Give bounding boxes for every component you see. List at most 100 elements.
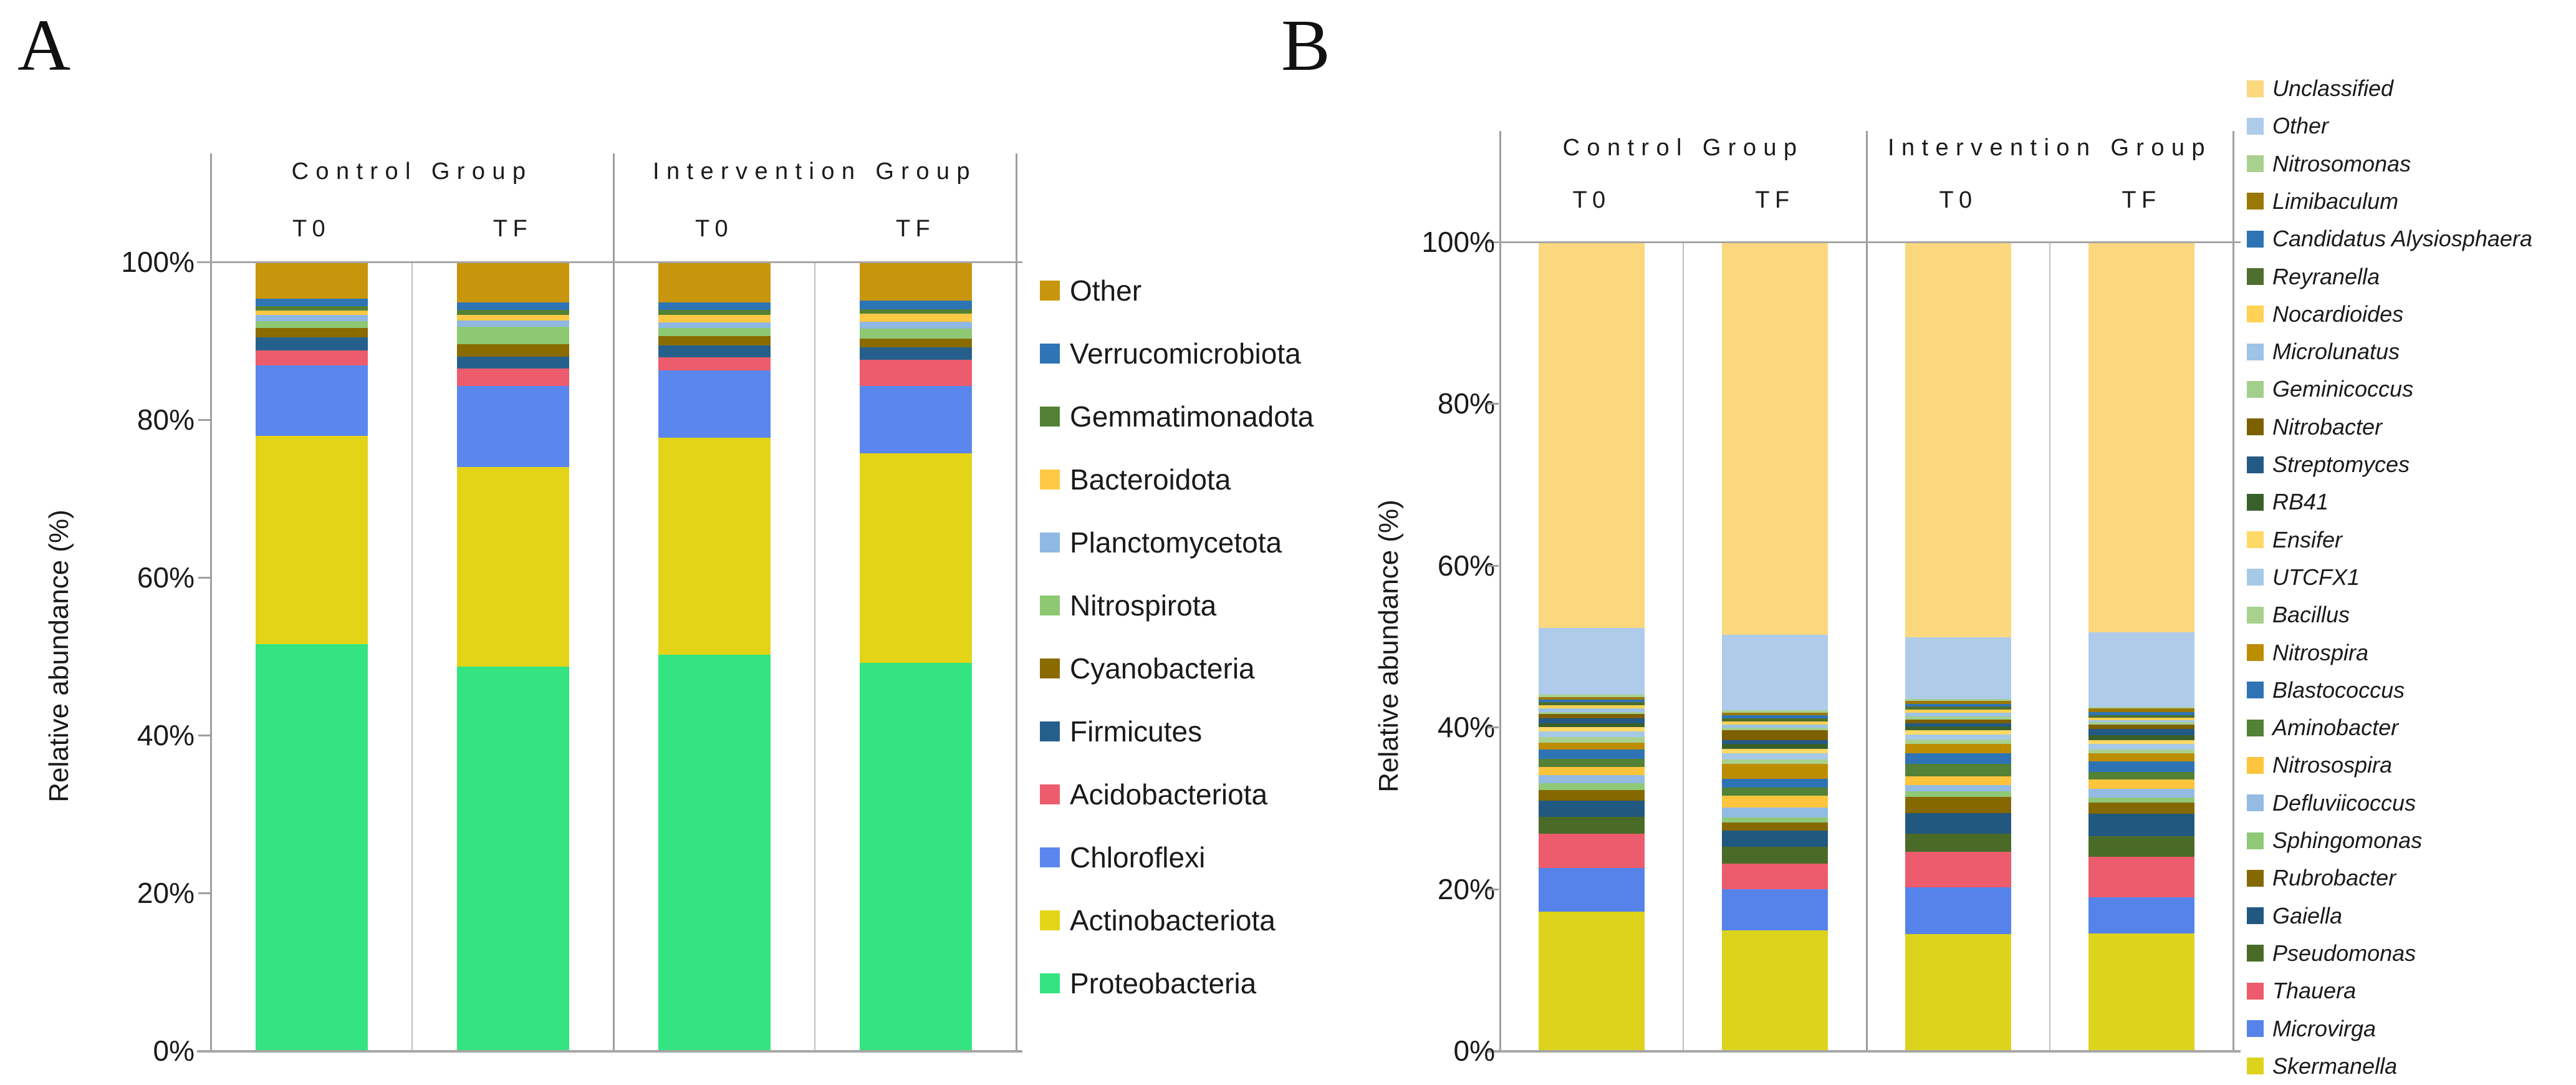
bar-segment-nitrosomonas <box>1905 699 2011 701</box>
bar-segment-nitrosomonas <box>2088 706 2194 709</box>
bar-segment-microvirga <box>1905 887 2011 935</box>
bar-control-t0 <box>255 262 368 1051</box>
bar-segment-chloroflexi <box>255 365 368 436</box>
bar-segment-thauera <box>1722 864 1828 889</box>
bar-segment-rb41 <box>1905 726 2011 730</box>
bar-segment-reyranella <box>1722 718 1828 722</box>
bar-segment-gaiella <box>1539 801 1645 817</box>
cell-divider-line <box>814 262 815 1051</box>
bar-segment-other <box>1905 637 2011 700</box>
y-tick-label-60: 60% <box>137 561 195 594</box>
bar-segment-actinobacteriota <box>859 453 972 663</box>
bar-segment-actinobacteriota <box>456 466 569 667</box>
bar-segment-nitrospira <box>1722 763 1828 779</box>
bar-segment-bacillus <box>2088 750 2194 753</box>
bar-segment-blastococcus <box>1722 779 1828 788</box>
bar-segment-blastococcus <box>1539 750 1645 759</box>
bar-segment-proteobacteria <box>859 662 972 1051</box>
bar-segment-nocardioides <box>1722 721 1828 725</box>
bar-segment-firmicutes <box>255 337 368 350</box>
bar-segment-firmicutes <box>859 347 972 360</box>
bar-label-control-tf: TF <box>493 216 533 242</box>
bar-segment-limibaculum <box>2088 708 2194 712</box>
bar-segment-bacteroidota <box>456 314 569 321</box>
bar-segment-bacillus <box>1905 740 2011 744</box>
bar-segment-rubrobacter <box>1722 822 1828 831</box>
bar-segment-thauera <box>2088 856 2194 897</box>
bar-segment-aminobacter <box>1539 758 1645 767</box>
bar-segment-thauera <box>1539 834 1645 868</box>
bar-segment-gemmatimonadota <box>255 306 368 311</box>
bar-segment-actinobacteriota <box>658 438 771 655</box>
bar-segment-nitrospira <box>1905 743 2011 754</box>
bar-label-control-t0: T0 <box>1572 187 1611 213</box>
x-axis-baseline <box>1486 1050 2241 1053</box>
bar-segment-skermanella <box>2088 933 2194 1051</box>
y-axis-line <box>1499 131 1501 1051</box>
bar-segment-geminicoccus <box>1539 711 1645 715</box>
bar-segment-cyanobacteria <box>658 335 771 346</box>
cell-divider-line <box>2049 242 2050 1051</box>
y-axis-line <box>210 153 212 1051</box>
y-tick-mark <box>1487 888 1499 890</box>
bar-segment-rb41 <box>1539 723 1645 728</box>
y-tick-label-80: 80% <box>137 403 195 436</box>
bar-segment-blastococcus <box>2088 761 2194 772</box>
bar-segment-microlunatus <box>1539 708 1645 712</box>
bar-segment-chloroflexi <box>859 385 972 454</box>
bar-segment-gemmatimonadota <box>658 310 771 315</box>
bar-segment-rb41 <box>1722 744 1828 750</box>
bar-segment-proteobacteria <box>255 644 368 1051</box>
bar-segment-other <box>255 262 368 299</box>
group-header-intervention-group: Intervention Group <box>653 158 977 185</box>
bar-segment-cyanobacteria <box>456 344 569 357</box>
cell-divider-line <box>1683 242 1684 1051</box>
bar-segment-planctomycetota <box>255 314 368 321</box>
bar-segment-aminobacter <box>1722 788 1828 796</box>
bar-segment-bacteroidota <box>859 314 972 322</box>
bar-segment-acidobacteriota <box>658 357 771 371</box>
bar-control-t0 <box>1539 242 1645 1051</box>
bar-segment-ensifer <box>1905 730 2011 735</box>
bar-segment-verrucomicrobiota <box>255 299 368 306</box>
bar-label-intervention-t0: T0 <box>694 216 734 242</box>
bar-segment-proteobacteria <box>456 666 569 1051</box>
bar-segment-streptomyces <box>1722 740 1828 745</box>
bar-segment-nitrospirota <box>658 328 771 336</box>
y-tick-mark <box>198 577 210 579</box>
bar-segment-cyanobacteria <box>255 328 368 338</box>
bar-segment-nitrobacter <box>1722 730 1828 740</box>
bar-segment-gaiella <box>1905 813 2011 834</box>
bar-segment-utcfx1 <box>1905 735 2011 740</box>
bar-segment-verrucomicrobiota <box>859 300 972 309</box>
cell-divider-line <box>411 262 413 1051</box>
bar-segment-nocardioides <box>1905 710 2011 713</box>
bar-label-control-tf: TF <box>1755 187 1795 213</box>
plot-right-border <box>2232 131 2234 1051</box>
y-tick-label-60: 60% <box>1437 549 1495 582</box>
bar-intervention-tf <box>2088 242 2194 1051</box>
y-tick-mark <box>198 419 210 421</box>
bar-segment-defluviicoccus <box>1722 807 1828 818</box>
bar-segment-limibaculum <box>1722 712 1828 715</box>
bar-segment-chloroflexi <box>456 385 569 467</box>
bar-segment-ensifer <box>2088 740 2194 745</box>
bar-segment-nitrosospira <box>2088 779 2194 789</box>
bar-segment-sphingomonas <box>1905 791 2011 798</box>
bar-segment-skermanella <box>1722 930 1828 1051</box>
bar-segment-pseudomonas <box>1905 833 2011 852</box>
bar-segment-firmicutes <box>658 345 771 357</box>
bar-segment-nitrospirota <box>255 321 368 329</box>
group-divider-line <box>613 153 615 1051</box>
y-tick-label-100: 100% <box>1421 226 1495 258</box>
bar-segment-blastococcus <box>1905 753 2011 764</box>
y-tick-label-20: 20% <box>137 877 195 909</box>
bar-segment-pseudomonas <box>1539 817 1645 834</box>
bar-segment-other <box>859 262 972 301</box>
bar-label-control-t0: T0 <box>292 216 331 242</box>
group-header-control-group: Control Group <box>1562 135 1804 161</box>
bar-segment-skermanella <box>1905 934 2011 1051</box>
bar-segment-cyanobacteria <box>859 338 972 347</box>
y-tick-label-80: 80% <box>1437 387 1495 420</box>
